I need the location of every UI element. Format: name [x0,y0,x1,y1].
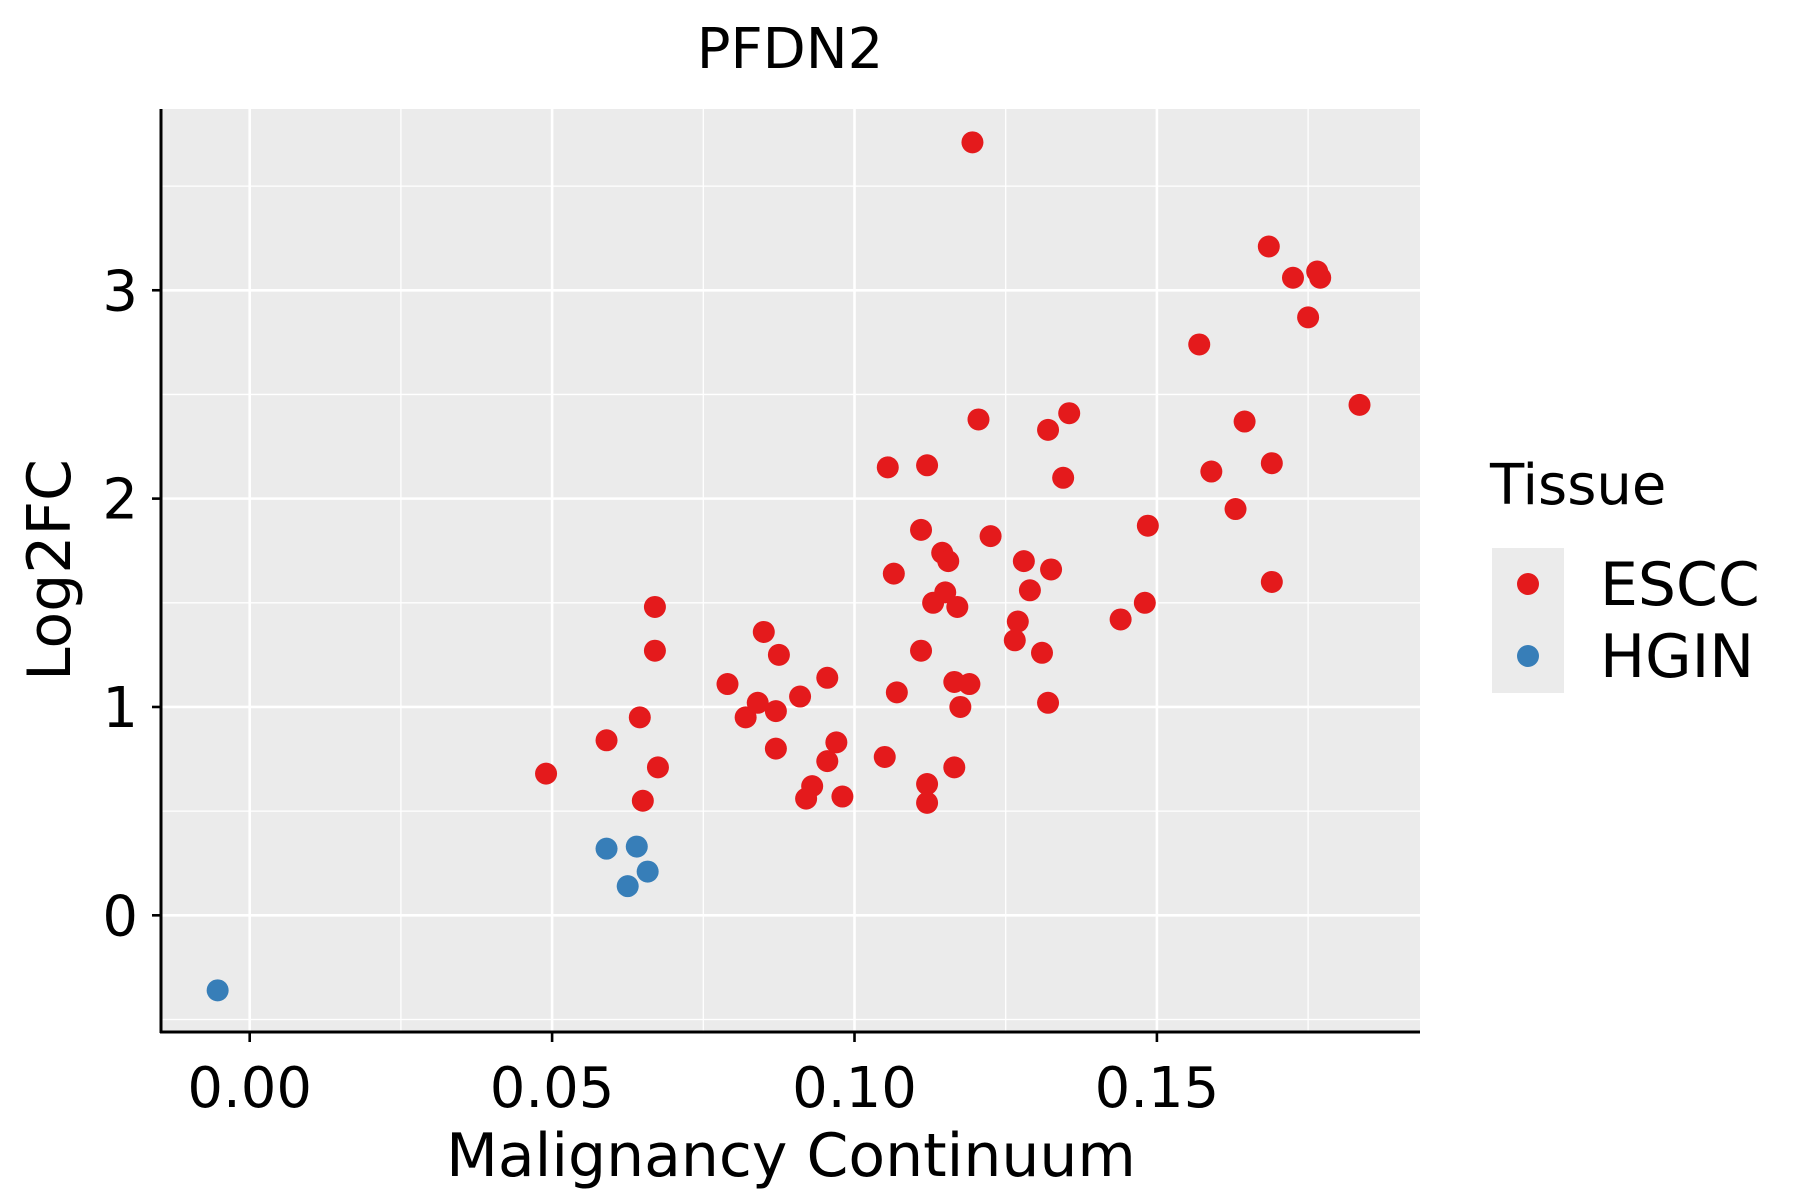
minor-gridlines [162,109,1420,1032]
point-escc [943,756,966,779]
point-escc [1309,266,1332,289]
major-gridlines [162,109,1420,1032]
point-escc [631,789,654,812]
point-escc [946,595,969,618]
y-tick-label: 0 [102,884,138,949]
point-escc [734,706,757,729]
point-escc [801,775,824,798]
point-escc [1133,591,1156,614]
legend-dot-hgin [1517,645,1539,667]
x-tick-label: 0.00 [187,1056,312,1121]
point-escc [1297,306,1320,329]
point-escc [643,595,666,618]
y-axis-label: Log2FC [15,459,85,681]
point-escc [1058,402,1081,425]
point-escc [1224,498,1247,521]
point-escc [885,681,908,704]
data-points [206,131,1371,1002]
point-escc [831,785,854,808]
point-escc [1006,610,1029,633]
chart-title: PFDN2 [697,17,884,82]
point-hgin [206,979,229,1002]
point-escc [1012,550,1035,573]
point-escc [882,562,905,585]
point-escc [979,525,1002,548]
y-tick-label: 2 [102,468,138,533]
point-escc [716,673,739,696]
y-tick-label: 1 [102,676,138,741]
x-tick-label: 0.15 [1095,1056,1220,1121]
legend-key-background [1492,548,1564,693]
point-escc [1030,641,1053,664]
point-escc [910,518,933,541]
point-escc [816,666,839,689]
point-hgin [616,875,639,898]
point-escc [789,685,812,708]
point-escc [1233,410,1256,433]
point-escc [1136,514,1159,537]
point-escc [934,581,957,604]
point-escc [1260,570,1283,593]
x-tick-label: 0.05 [490,1056,615,1121]
point-escc [767,643,790,666]
point-escc [643,639,666,662]
point-escc [961,131,984,154]
point-escc [876,456,899,479]
point-escc [916,454,939,477]
y-axis-ticks: 0 1 2 3 [102,259,162,949]
point-escc [1260,452,1283,475]
legend-label-hgin: HGIN [1600,622,1754,692]
point-escc [1003,629,1026,652]
point-hgin [636,860,659,883]
y-tick-label: 3 [102,259,138,324]
point-escc [764,737,787,760]
point-escc [1052,466,1075,489]
x-tick-label: 0.10 [792,1056,917,1121]
point-escc [646,756,669,779]
point-escc [764,700,787,723]
point-hgin [625,835,648,858]
point-escc [752,620,775,643]
point-hgin [595,837,618,860]
point-escc [1188,333,1211,356]
point-escc [916,773,939,796]
point-escc [949,695,972,718]
legend-label-escc: ESCC [1600,550,1760,620]
legend-title: Tissue [1489,453,1666,518]
point-escc [1018,579,1041,602]
point-escc [937,550,960,573]
x-axis-label: Malignancy Continuum [446,1121,1136,1191]
point-escc [535,762,558,785]
point-escc [910,639,933,662]
point-escc [1348,393,1371,416]
plot-panel [162,109,1420,1032]
x-axis-ticks: 0.00 0.05 0.10 0.15 [187,1032,1219,1121]
point-escc [1257,235,1280,258]
point-escc [1040,558,1063,581]
legend: Tissue ESCC HGIN [1489,453,1760,693]
point-escc [1037,418,1060,441]
point-escc [816,750,839,773]
point-escc [746,691,769,714]
point-escc [825,731,848,754]
point-escc [1200,460,1223,483]
point-escc [916,791,939,814]
point-escc [958,673,981,696]
point-escc [1109,608,1132,631]
point-escc [1037,691,1060,714]
point-escc [628,706,651,729]
legend-dot-escc [1517,573,1539,595]
point-escc [873,745,896,768]
point-escc [967,408,990,431]
point-escc [1281,266,1304,289]
point-escc [595,729,618,752]
